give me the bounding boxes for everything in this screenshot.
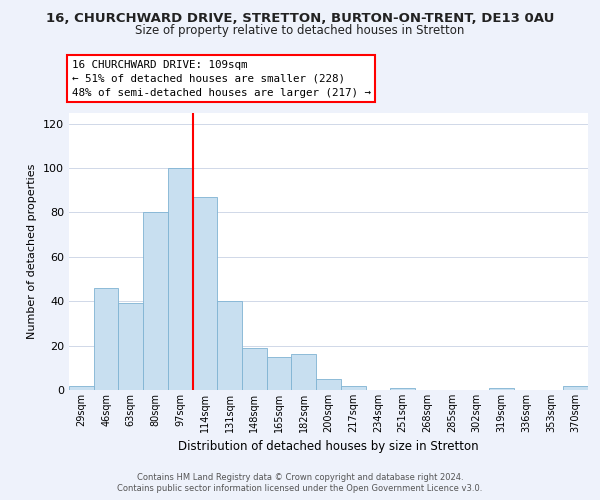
- Bar: [316, 379, 341, 390]
- Bar: [292, 354, 316, 390]
- Text: Size of property relative to detached houses in Stretton: Size of property relative to detached ho…: [136, 24, 464, 37]
- Bar: [390, 388, 415, 390]
- Text: 16, CHURCHWARD DRIVE, STRETTON, BURTON-ON-TRENT, DE13 0AU: 16, CHURCHWARD DRIVE, STRETTON, BURTON-O…: [46, 12, 554, 26]
- Text: 16 CHURCHWARD DRIVE: 109sqm
← 51% of detached houses are smaller (228)
48% of se: 16 CHURCHWARD DRIVE: 109sqm ← 51% of det…: [71, 60, 371, 98]
- Text: Contains HM Land Registry data © Crown copyright and database right 2024.: Contains HM Land Registry data © Crown c…: [137, 472, 463, 482]
- Bar: [118, 304, 143, 390]
- Bar: [341, 386, 365, 390]
- Bar: [143, 212, 168, 390]
- Bar: [69, 386, 94, 390]
- Bar: [267, 356, 292, 390]
- Bar: [168, 168, 193, 390]
- Bar: [217, 301, 242, 390]
- X-axis label: Distribution of detached houses by size in Stretton: Distribution of detached houses by size …: [178, 440, 479, 454]
- Bar: [563, 386, 588, 390]
- Bar: [94, 288, 118, 390]
- Text: Contains public sector information licensed under the Open Government Licence v3: Contains public sector information licen…: [118, 484, 482, 493]
- Bar: [193, 197, 217, 390]
- Y-axis label: Number of detached properties: Number of detached properties: [28, 164, 37, 339]
- Bar: [242, 348, 267, 390]
- Bar: [489, 388, 514, 390]
